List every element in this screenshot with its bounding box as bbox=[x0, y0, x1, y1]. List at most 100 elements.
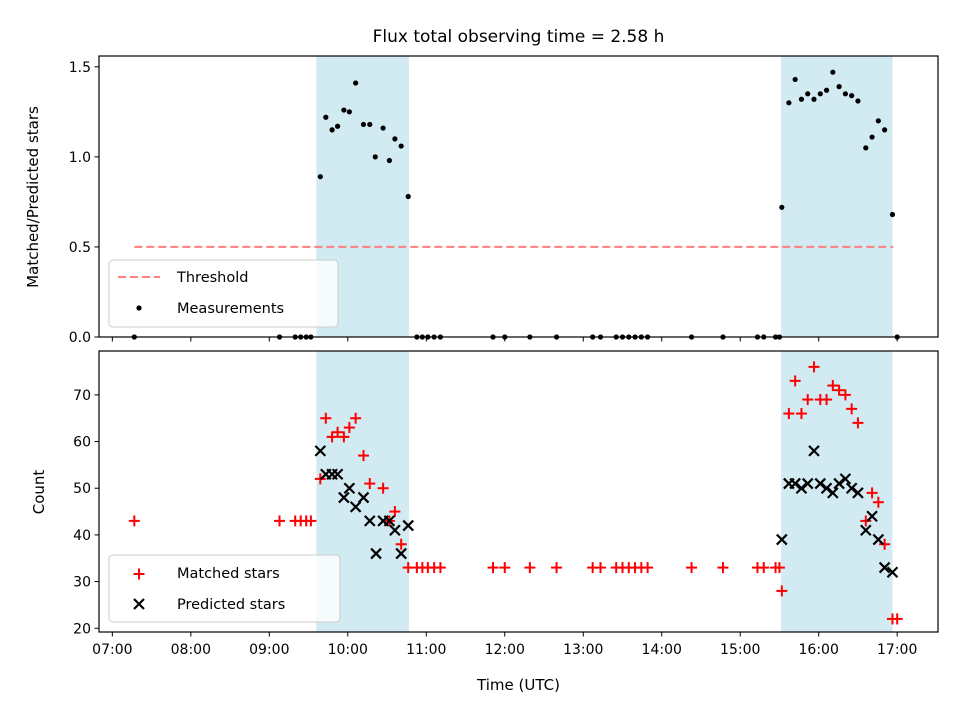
observing-windows bbox=[316, 56, 893, 337]
legend-measurements-swatch bbox=[136, 305, 142, 311]
legend-matched-swatch bbox=[133, 568, 145, 580]
measurement-point bbox=[386, 157, 392, 164]
predicted-star-point bbox=[866, 510, 878, 523]
predicted-star-point bbox=[343, 482, 356, 495]
predicted-star-point bbox=[845, 482, 858, 495]
x-tick-label: 14:00 bbox=[642, 642, 682, 658]
legend-predicted-marker-b bbox=[133, 598, 145, 610]
predicted-star-point bbox=[872, 533, 885, 546]
predicted-star-point bbox=[833, 477, 845, 490]
matched-star-point bbox=[314, 473, 326, 485]
matched-star-point bbox=[499, 562, 511, 574]
matched-star-point bbox=[377, 482, 389, 494]
measurement-point bbox=[341, 107, 347, 113]
measurement-point bbox=[817, 91, 823, 97]
predicted-star-point bbox=[776, 533, 788, 546]
ratio-panel: 0.0 0.5 1.0 1.5 Matched/Predicted stars Thr… bbox=[24, 55, 939, 346]
ratio-legend: Threshold Measurements bbox=[108, 259, 339, 328]
matched-star-point bbox=[326, 431, 338, 443]
matched-star-point bbox=[866, 487, 878, 499]
x-tick-label: 11:00 bbox=[406, 642, 446, 658]
predicted-star-point-b bbox=[349, 501, 362, 513]
measurement-point bbox=[360, 121, 367, 128]
predicted-star-point-b bbox=[314, 445, 327, 457]
predicted-star-point-b bbox=[370, 547, 382, 560]
measurement-point bbox=[392, 136, 398, 142]
matched-star-point bbox=[686, 562, 698, 574]
matched-star-point bbox=[827, 380, 839, 392]
predicted-star-point bbox=[395, 547, 407, 560]
predicted-star-point bbox=[383, 515, 396, 527]
matched-star-point bbox=[758, 562, 770, 574]
predicted-star-point bbox=[331, 468, 344, 481]
predicted-star-point-b bbox=[776, 533, 788, 546]
measurement-point bbox=[334, 123, 341, 129]
count-x-ticks: 07:00 08:00 09:00 10:00 11:00 12:00 13:00 14:00… bbox=[92, 632, 917, 658]
predicted-star-point-b bbox=[402, 519, 415, 532]
legend-predicted-marker bbox=[133, 598, 145, 610]
predicted-star-point bbox=[357, 491, 370, 504]
measurement-point bbox=[798, 96, 805, 102]
x-tick-label: 17:00 bbox=[877, 642, 917, 658]
legend-matched-label: Matched stars bbox=[177, 566, 280, 582]
matched-star-point bbox=[551, 562, 563, 574]
measurement-point bbox=[849, 93, 855, 99]
predicted-star-point bbox=[349, 501, 362, 513]
predicted-star-point-b bbox=[872, 533, 885, 546]
predicted-star-point-b bbox=[363, 515, 376, 527]
y-tick-label: 40 bbox=[73, 528, 91, 544]
predicted-star-point bbox=[789, 477, 801, 490]
measurement-point bbox=[869, 134, 875, 140]
ratio-x-ticks bbox=[111, 337, 898, 342]
measurement-point bbox=[805, 91, 811, 97]
predicted-star-point-b bbox=[845, 482, 858, 495]
predicted-star-point bbox=[839, 473, 852, 485]
y-tick-label: 60 bbox=[73, 435, 91, 451]
predicted-star-point bbox=[801, 477, 814, 490]
x-tick-label: 13:00 bbox=[563, 642, 603, 658]
predicted-star-point-b bbox=[789, 477, 801, 490]
predicted-star-point-b bbox=[866, 510, 878, 523]
measurement-point bbox=[792, 76, 798, 83]
matched-star-point bbox=[860, 515, 872, 527]
count-panel: 07:00 08:00 09:00 10:00 11:00 12:00 13:00 14:00… bbox=[30, 350, 939, 694]
predicted-star-point-b bbox=[395, 547, 407, 560]
y-tick-label: 1.0 bbox=[69, 150, 91, 166]
x-tick-label: 07:00 bbox=[92, 642, 132, 658]
matched-star-point bbox=[839, 389, 851, 401]
measurement-point bbox=[889, 211, 896, 218]
matched-star-point bbox=[343, 422, 355, 434]
measurement-point bbox=[855, 98, 861, 104]
predicted-star-point-b bbox=[801, 477, 814, 490]
predicted-star-point-b bbox=[795, 482, 808, 495]
matched-star-point bbox=[852, 417, 864, 429]
predicted-star-point bbox=[314, 445, 327, 457]
matched-star-point bbox=[802, 394, 814, 406]
measurement-point bbox=[329, 127, 335, 133]
matched-star-point bbox=[891, 613, 903, 625]
matched-star-point bbox=[434, 562, 446, 574]
ratio-legend-box bbox=[108, 259, 339, 328]
measurement-points bbox=[131, 69, 900, 340]
chart-title: Flux total observing time = 2.58 h bbox=[373, 27, 665, 47]
measurement-point bbox=[830, 69, 836, 75]
legend-threshold-label: Threshold bbox=[176, 270, 248, 286]
matched-star-point bbox=[773, 562, 785, 574]
measurement-point bbox=[779, 204, 785, 210]
matched-star-point bbox=[128, 515, 140, 527]
legend-matched-marker bbox=[133, 568, 145, 580]
count-plot-frame bbox=[98, 350, 939, 633]
y-tick-label: 20 bbox=[73, 621, 91, 637]
predicted-star-point bbox=[827, 487, 839, 499]
ratio-y-axis-label: Matched/Predicted stars bbox=[24, 106, 42, 288]
predicted-star-point bbox=[852, 487, 864, 499]
predicted-star-point bbox=[814, 477, 827, 490]
legend-measurements-label: Measurements bbox=[177, 301, 284, 317]
matched-star-point bbox=[795, 408, 807, 420]
matched-star-point bbox=[821, 394, 833, 406]
predicted-star-point bbox=[402, 519, 415, 532]
y-tick-label: 30 bbox=[73, 575, 91, 591]
matched-star-point bbox=[305, 515, 317, 527]
predicted-star-point-b bbox=[808, 445, 820, 457]
predicted-star-point bbox=[389, 524, 401, 537]
